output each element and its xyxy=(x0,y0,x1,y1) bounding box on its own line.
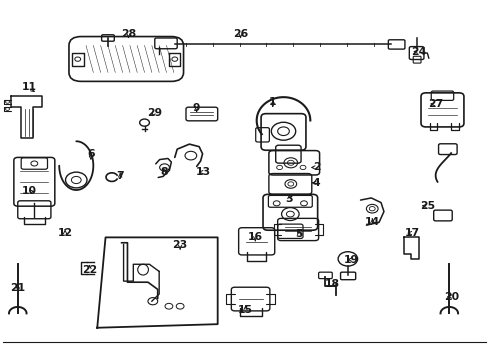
Text: 7: 7 xyxy=(116,171,124,181)
Text: 1: 1 xyxy=(268,97,276,107)
Text: 20: 20 xyxy=(443,292,458,302)
Text: 2: 2 xyxy=(312,162,320,172)
Text: 4: 4 xyxy=(312,178,320,188)
Text: 3: 3 xyxy=(285,194,293,204)
Text: 14: 14 xyxy=(364,217,379,227)
Text: 12: 12 xyxy=(58,228,73,238)
Text: 29: 29 xyxy=(146,108,162,118)
Text: 6: 6 xyxy=(87,149,95,159)
Text: 17: 17 xyxy=(405,228,419,238)
Text: 24: 24 xyxy=(410,46,426,57)
Text: 28: 28 xyxy=(121,29,136,39)
Text: 15: 15 xyxy=(238,305,252,315)
Text: 16: 16 xyxy=(247,232,262,242)
Text: 19: 19 xyxy=(344,255,359,265)
Text: 11: 11 xyxy=(21,82,37,93)
Text: 8: 8 xyxy=(160,167,167,177)
Text: 25: 25 xyxy=(419,201,434,211)
Text: 18: 18 xyxy=(324,279,339,289)
Text: 10: 10 xyxy=(21,186,37,197)
Text: 23: 23 xyxy=(172,240,187,250)
Text: 13: 13 xyxy=(195,167,210,177)
Text: 27: 27 xyxy=(427,99,442,109)
Text: 22: 22 xyxy=(81,265,97,275)
Text: 9: 9 xyxy=(193,103,200,113)
Text: 21: 21 xyxy=(10,283,25,293)
Text: 26: 26 xyxy=(232,29,248,39)
Text: 5: 5 xyxy=(295,229,302,239)
